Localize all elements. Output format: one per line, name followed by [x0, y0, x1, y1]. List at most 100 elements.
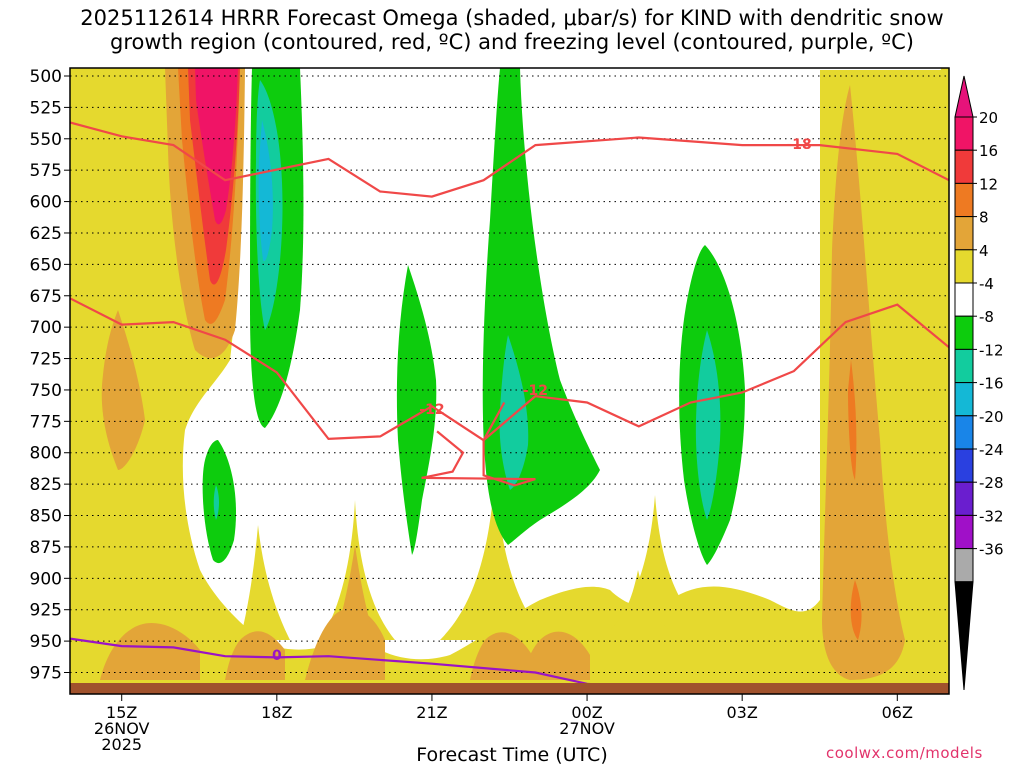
y-tick-label-975: 975 — [30, 664, 62, 684]
x-tick-label-18-0: 18Z — [261, 703, 292, 722]
omega-teal-column-4 — [695, 330, 721, 520]
omega-orange-lower-left — [101, 310, 145, 470]
colorbar-label-6: -8 — [979, 308, 994, 326]
omega-cyan-column-1 — [258, 120, 273, 262]
y-tick-label-700: 700 — [30, 318, 62, 338]
omega-orange-right-column — [822, 85, 905, 680]
colorbar-segment-8 — [954, 382, 974, 417]
colorbar-top-arrow — [954, 75, 974, 118]
dgz-loop-right — [421, 401, 536, 487]
colorbar-segment-3 — [954, 216, 974, 251]
colorbar: 20 16 12 8 4 -4 -8 -12 -16 -20 -24 -28 -32 -36 — [954, 75, 1004, 691]
colorbar-label-9: -20 — [979, 408, 1004, 426]
plot-area: -18 -12 -12 0 — [70, 68, 949, 694]
x-tick-label-21-0: 21Z — [416, 703, 447, 722]
omega-green-column-2 — [396, 265, 437, 555]
colorbar-label-8: -16 — [979, 375, 1004, 393]
x-tick-label-15-0: 15Z — [106, 703, 137, 722]
omega-orange-dark-spot — [850, 580, 862, 640]
y-tick-label-575: 575 — [30, 161, 62, 181]
contour-label-0: -18 — [786, 137, 811, 153]
colorbar-label-1: 16 — [979, 142, 998, 160]
y-tick-label-625: 625 — [30, 224, 62, 244]
omega-teal-small-blob — [213, 485, 219, 520]
title-line-2: growth region (contoured, red, ºC) and f… — [110, 30, 914, 54]
omega-orange-bottom-hump-1 — [100, 622, 200, 680]
colorbar-segment-6 — [954, 315, 974, 350]
colorbar-segment-10 — [954, 448, 974, 483]
chart-title: 2025112614 HRRR Forecast Omega (shaded, … — [0, 6, 1024, 54]
colorbar-segment-0 — [954, 116, 974, 151]
y-tick-label-600: 600 — [30, 193, 62, 213]
x-tick-label-15-1: 26NOV — [94, 719, 150, 738]
omega-orange-bottom-hump-2 — [225, 631, 285, 680]
y-tick-label-750: 750 — [30, 381, 62, 401]
colorbar-segment-11 — [954, 481, 974, 516]
y-tick-label-925: 925 — [30, 601, 62, 621]
contour-label-2: -12 — [523, 383, 548, 399]
colorbar-segment-9 — [954, 415, 974, 450]
colorbar-label-4: 4 — [979, 242, 989, 260]
colorbar-label-5: -4 — [979, 275, 994, 293]
x-tick-label-24-0: 00Z — [571, 703, 602, 722]
y-axis: 500 525 550 575 600 625 650 675 700 725 750 775 800 8… — [30, 67, 70, 684]
x-tick-label-15-2: 2025 — [101, 735, 142, 754]
title-line-1: 2025112614 HRRR Forecast Omega (shaded, … — [80, 6, 944, 30]
dgz-bottom-contour — [70, 297, 949, 442]
grid-lines — [70, 75, 949, 673]
colorbar-label-3: 8 — [979, 209, 989, 227]
contour-label-3: 0 — [272, 648, 282, 664]
colorbar-label-0: 20 — [979, 109, 998, 127]
y-tick-label-950: 950 — [30, 632, 62, 652]
colorbar-bottom-arrow — [954, 581, 974, 691]
colorbar-segment-1 — [954, 149, 974, 184]
plot-frame — [69, 67, 950, 695]
colorbar-label-11: -28 — [979, 474, 1004, 492]
credit-text: coolwx.com/models — [826, 744, 983, 762]
colorbar-label-7: -12 — [979, 341, 1004, 359]
y-tick-label-875: 875 — [30, 538, 62, 558]
omega-shading — [70, 68, 949, 694]
omega-yellow-right-sliver — [938, 68, 949, 260]
contour-labels: -18 -12 -12 0 — [272, 137, 812, 664]
omega-orange-bottom-hump-4 — [335, 545, 375, 640]
y-tick-label-850: 850 — [30, 507, 62, 527]
colorbar-segment-2 — [954, 182, 974, 218]
y-tick-label-500: 500 — [30, 67, 62, 87]
x-tick-label-24-1: 27NOV — [559, 719, 615, 738]
omega-yellow-spike-3 — [440, 470, 550, 640]
colorbar-label-2: 12 — [979, 175, 998, 193]
freezing-level-contour — [70, 637, 691, 693]
y-tick-label-675: 675 — [30, 287, 62, 307]
colorbar-label-13: -36 — [979, 541, 1004, 559]
colorbar-segment-13 — [954, 548, 974, 583]
y-tick-label-825: 825 — [30, 475, 62, 495]
dgz-top-contour — [70, 121, 949, 198]
colorbar-segment-12 — [954, 514, 974, 550]
x-axis-label: Forecast Time (UTC) — [416, 744, 608, 766]
y-tick-label-900: 900 — [30, 569, 62, 589]
colorbar-label-10: -24 — [979, 441, 1004, 459]
omega-teal-column-3 — [499, 335, 529, 490]
y-tick-label-800: 800 — [30, 444, 62, 464]
ground-band — [70, 683, 949, 694]
x-tick-label-27-0: 03Z — [727, 703, 758, 722]
colorbar-segment-5 — [954, 282, 974, 317]
contour-lines — [70, 121, 949, 693]
colorbar-label-12: -32 — [979, 507, 1004, 525]
omega-orange-bottom-hump-5 — [520, 631, 590, 680]
omega-green-column-3 — [482, 68, 600, 545]
omega-green-small-blob — [202, 440, 237, 564]
colorbar-segment-4 — [954, 249, 974, 284]
y-tick-label-525: 525 — [30, 98, 62, 118]
omega-orange-dark-streak — [848, 360, 857, 480]
y-tick-label-650: 650 — [30, 255, 62, 275]
y-tick-label-550: 550 — [30, 130, 62, 150]
y-tick-label-775: 775 — [30, 412, 62, 432]
omega-yellow-spike-5 — [610, 570, 670, 630]
omega-yellow-spike-1 — [240, 525, 290, 640]
omega-magenta-core — [195, 68, 238, 225]
y-tick-label-725: 725 — [30, 350, 62, 370]
